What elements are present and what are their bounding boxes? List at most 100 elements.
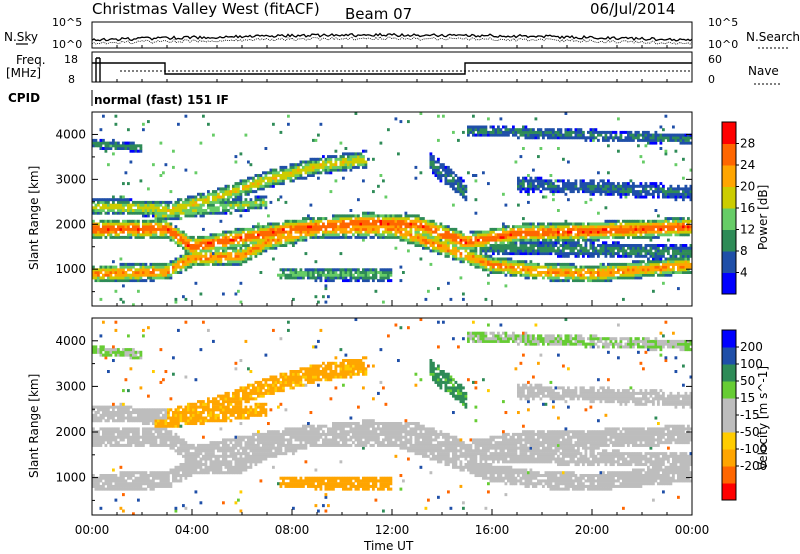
power-cell: [435, 225, 438, 228]
power-cell: [380, 223, 383, 226]
power-cell: [315, 158, 318, 161]
power-cell: [152, 206, 155, 209]
power-cell: [607, 279, 610, 282]
power-cell: [310, 268, 313, 271]
power-cell: [515, 241, 518, 244]
power-cell: [597, 228, 600, 231]
power-cell: [395, 214, 398, 217]
power-cell: [475, 174, 478, 177]
power-cell: [495, 134, 498, 137]
power-cell: [507, 241, 510, 244]
power-cell: [532, 274, 535, 277]
power-cell: [567, 236, 570, 239]
power-cell: [270, 185, 273, 188]
power-cell: [565, 187, 568, 190]
power-cell: [135, 271, 138, 274]
power-cell: [680, 244, 683, 247]
power-cell: [632, 193, 635, 196]
power-cell: [425, 228, 428, 231]
power-cell: [570, 231, 573, 234]
power-cell: [357, 268, 360, 271]
power-cell: [257, 244, 260, 247]
power-cell: [480, 258, 483, 261]
power-cell: [682, 263, 685, 266]
power-cell: [145, 214, 148, 217]
power-cell: [677, 196, 680, 199]
power-cell: [632, 187, 635, 190]
power-cell: [490, 260, 493, 263]
power-cell: [275, 233, 278, 236]
power-cell: [662, 274, 665, 277]
power-cell: [250, 177, 253, 180]
power-cell: [605, 236, 608, 239]
power-cell: [290, 271, 293, 274]
velocity-cells: [92, 318, 692, 515]
power-cell: [342, 233, 345, 236]
power-cell: [650, 244, 653, 247]
power-cell: [680, 217, 683, 220]
power-cell: [587, 276, 590, 279]
power-cell: [312, 231, 315, 234]
power-cell: [560, 266, 563, 269]
power-cell: [475, 239, 478, 242]
power-cell: [100, 220, 103, 223]
power-cell: [382, 214, 385, 217]
power-cell: [342, 220, 345, 223]
power-cell: [445, 231, 448, 234]
power-cell: [685, 247, 688, 250]
power-cell: [687, 228, 690, 231]
power-cell: [297, 231, 300, 234]
power-cell: [680, 255, 683, 258]
power-cell: [135, 212, 138, 215]
power-cell: [290, 163, 293, 166]
power-cell: [550, 136, 553, 139]
power-cell: [377, 231, 380, 234]
power-cell: [180, 231, 183, 234]
power-cell: [210, 209, 213, 212]
power-cell: [447, 166, 450, 169]
power-cell: [297, 239, 300, 242]
power-cell: [330, 166, 333, 169]
power-cell: [205, 249, 208, 252]
power-cell: [447, 249, 450, 252]
power-cell: [172, 217, 175, 220]
power-cell: [200, 193, 203, 196]
power-cell: [547, 247, 550, 250]
power-cell: [660, 274, 663, 277]
power-cell: [220, 252, 223, 255]
power-cell: [180, 255, 183, 258]
power-cell: [165, 236, 168, 239]
power-cell: [687, 255, 690, 258]
power-cell: [655, 268, 658, 271]
power-cell: [502, 223, 505, 226]
power-cell: [550, 247, 553, 250]
power-cell: [605, 187, 608, 190]
power-cell: [632, 276, 635, 279]
power-cell: [667, 134, 670, 137]
power-cell: [95, 206, 98, 209]
power-cell: [450, 171, 453, 174]
power-cell: [200, 209, 203, 212]
power-cell: [382, 231, 385, 234]
power-cell: [475, 241, 478, 244]
power-cell: [160, 263, 163, 266]
velocity-cell: [100, 479, 103, 482]
power-cell: [525, 228, 528, 231]
power-cell: [542, 225, 545, 228]
power-cell: [357, 217, 360, 220]
power-cell: [360, 163, 363, 166]
power-cell: [107, 228, 110, 231]
power-cell: [450, 233, 453, 236]
power-cell: [137, 225, 140, 228]
power-cell: [537, 247, 540, 250]
power-cell: [117, 223, 120, 226]
power-cell: [597, 171, 600, 174]
power-cell: [657, 185, 660, 188]
power-cell: [482, 134, 485, 137]
power-cell: [657, 196, 660, 199]
power-cell: [212, 258, 215, 261]
power-cell: [237, 258, 240, 261]
power-cell: [675, 136, 678, 139]
power-cell: [677, 187, 680, 190]
power-cell: [642, 131, 645, 134]
